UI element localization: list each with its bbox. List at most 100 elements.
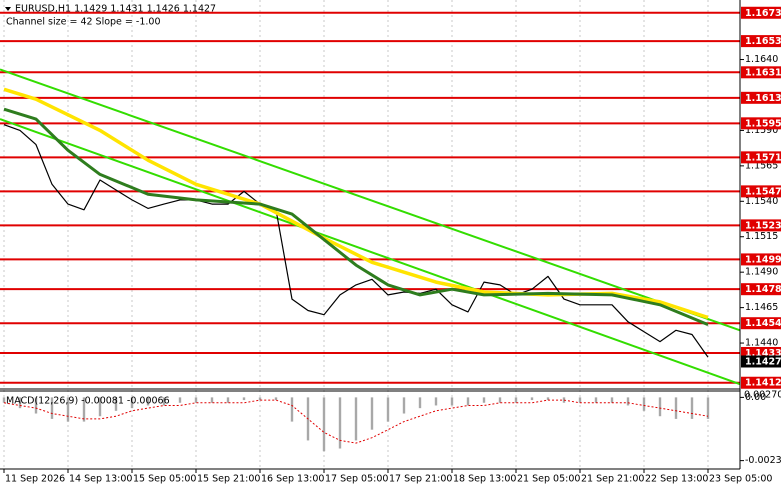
macd-bar: [114, 397, 118, 411]
x-tick-label: 23 Sep 05:00: [709, 474, 772, 485]
level-label: 1.1631: [745, 67, 781, 78]
level-label-box: [741, 317, 781, 330]
level-label: 1.1613: [745, 93, 781, 104]
price-line: [3, 107, 709, 326]
level-label: 1.1673: [745, 8, 781, 19]
macd-bar: [594, 397, 598, 403]
y-tick-label: 1.1515: [745, 231, 778, 242]
macd-bar: [402, 397, 406, 414]
macd-bar: [146, 397, 150, 406]
x-tick-label: 21 Sep 05:00: [517, 474, 580, 485]
level-label-box: [741, 35, 781, 48]
level-label: 1.1499: [745, 254, 781, 265]
macd-bar: [418, 397, 422, 409]
macd-bar: [466, 397, 470, 406]
macd-bar: [258, 397, 262, 401]
level-label: 1.1433: [745, 348, 781, 359]
macd-bar: [226, 397, 230, 403]
macd-signal: [3, 399, 709, 444]
macd-bar: [338, 397, 342, 449]
macd-bar: [370, 397, 374, 430]
macd-bar: [578, 397, 582, 403]
x-tick-label: 21 Sep 21:00: [581, 474, 644, 485]
macd-bar: [162, 397, 166, 406]
macd-bar: [354, 397, 358, 441]
level-label: 1.1653: [745, 36, 781, 47]
macd-bar: [530, 397, 534, 401]
level-label-box: [741, 151, 781, 164]
macd-bar: [434, 397, 438, 406]
macd-bar: [18, 397, 22, 409]
y-tick-label: 1.1440: [745, 338, 778, 349]
chart-title: EURUSD,H1 1.1429 1.1431 1.1426 1.1427: [15, 4, 216, 15]
x-tick-label: 17 Sep 21:00: [389, 474, 452, 485]
macd-bar: [546, 397, 550, 401]
macd-bar: [626, 397, 630, 406]
current-price-label: 1.1427: [745, 356, 781, 367]
axis-layer: 11 Sep 2026 14 Sep 13:00 15 Sep 05:00 15 Se…: [3, 6, 781, 485]
macd-bar: [50, 397, 54, 419]
y-tick-label: 1.1565: [745, 160, 778, 171]
x-tick-label: 15 Sep 21:00: [197, 474, 260, 485]
macd-bar: [130, 397, 134, 409]
current-price-box: [741, 355, 781, 368]
level-label-box: [741, 117, 781, 130]
x-tick-label: 11 Sep 2026: [5, 474, 65, 485]
level-label-box: [741, 219, 781, 232]
macd-title: MACD(12,26,9) -0.00081 -0.00066: [6, 396, 170, 407]
x-tick-label: 18 Sep 13:00: [453, 474, 516, 485]
level-label: 1.1454: [745, 318, 781, 329]
macd-bar: [82, 397, 86, 422]
level-label-box: [741, 376, 781, 389]
macd-bar: [178, 397, 182, 403]
macd-bar: [194, 397, 198, 403]
macd-bar: [562, 397, 566, 403]
level-label-box: [741, 283, 781, 296]
level-label: 1.1595: [745, 118, 781, 129]
macd-bar: [658, 397, 662, 417]
level-label: 1.1412: [745, 378, 781, 389]
x-tick-label: 16 Sep 13:00: [261, 474, 324, 485]
macd-bar: [98, 397, 102, 417]
macd-bar: [642, 397, 646, 411]
y-tick-label: 0.00: [745, 392, 766, 403]
level-label-box: [741, 91, 781, 104]
price-line: [0, 118, 741, 386]
macd-bar: [290, 397, 294, 422]
price-line: [0, 68, 741, 332]
macd-bar: [514, 397, 518, 403]
chart-subtitle: Channel size = 42 Slope = -1.00: [6, 17, 161, 28]
y-tick-label: 1.1590: [745, 125, 778, 136]
y-tick-label: -0.00235: [745, 455, 781, 466]
macd-bar: [450, 397, 454, 406]
x-tick-label: 15 Sep 05:00: [133, 474, 196, 485]
level-label: 1.1523: [745, 220, 781, 231]
macd-bar: [66, 397, 70, 422]
menu-icon[interactable]: [5, 7, 11, 11]
y-tick-label: 1.1640: [745, 54, 778, 65]
level-label-box: [741, 185, 781, 198]
macd-bar: [498, 397, 502, 403]
level-label-box: [741, 253, 781, 266]
level-label: 1.1478: [745, 284, 781, 295]
y-tick-label: 1.1540: [745, 196, 778, 207]
macd-bar: [242, 397, 246, 401]
macd-bar: [610, 397, 614, 403]
macd-bar: [674, 397, 678, 419]
y-tick-label: 1.1490: [745, 267, 778, 278]
price-line: [3, 124, 709, 358]
macd-bar: [386, 397, 390, 422]
macd-scale-max: 0.00270: [744, 390, 781, 401]
level-label: 1.1571: [745, 152, 781, 163]
macd-bar: [690, 397, 694, 419]
level-label-box: [741, 66, 781, 79]
x-tick-label: 22 Sep 13:00: [645, 474, 708, 485]
macd-bar: [210, 397, 214, 403]
macd-bar: [274, 397, 278, 401]
macd-bar: [482, 397, 486, 403]
plot-layer: [0, 11, 741, 452]
macd-bar: [34, 397, 38, 414]
level-label: 1.1547: [745, 186, 781, 197]
